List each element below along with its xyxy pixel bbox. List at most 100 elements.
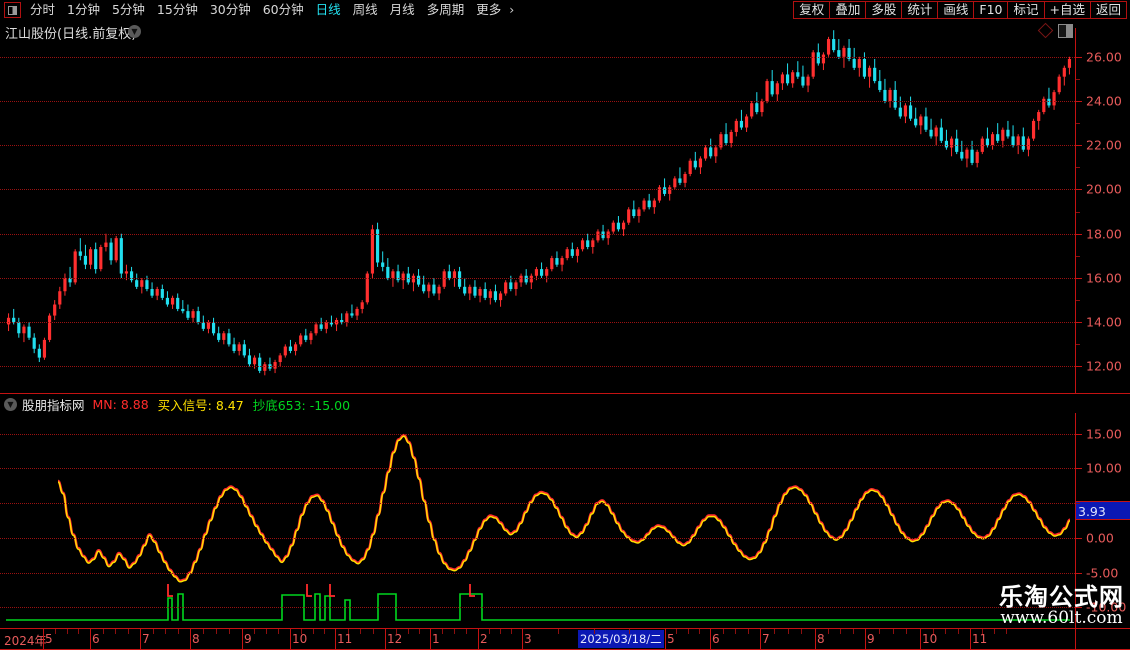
date-axis-month-label: 10 — [292, 632, 308, 646]
date-axis-month-label: 1 — [432, 632, 440, 646]
date-axis-minor-tick — [957, 629, 959, 634]
current-value-badge: 3.93 — [1076, 501, 1130, 521]
panel-layout-icon[interactable] — [4, 2, 21, 18]
date-axis-minor-tick — [687, 629, 689, 634]
indicator-axis-tick — [1076, 572, 1082, 574]
toolbar-button-8[interactable]: 返回 — [1089, 1, 1127, 19]
indicator-gridline — [0, 607, 1075, 609]
date-axis-minor-tick — [347, 629, 349, 634]
price-axis-tick — [1076, 277, 1082, 279]
date-axis-month-label: 7 — [762, 632, 770, 646]
date-axis-minor-tick — [878, 629, 880, 634]
date-axis-minor-tick — [407, 629, 409, 634]
toolbar-spacer — [520, 0, 794, 20]
period-tab-1[interactable]: 1分钟 — [67, 2, 100, 17]
date-axis-minor-tick — [78, 629, 80, 634]
price-axis-minor-tick — [1076, 167, 1080, 169]
stock-title-row: 江山股份(日线.前复权) ▼ — [0, 20, 1130, 42]
date-axis-month-label: 5 — [667, 632, 675, 646]
date-axis-minor-tick — [722, 629, 724, 634]
more-periods-arrow-icon[interactable]: › — [509, 2, 515, 17]
date-axis-month-label: 3 — [524, 632, 532, 646]
chevron-down-icon[interactable]: ▼ — [128, 25, 141, 38]
date-axis-tick — [865, 629, 866, 649]
toolbar-button-0[interactable]: 复权 — [793, 1, 831, 19]
indicator-axis-label: -10.00 — [1086, 599, 1127, 615]
period-tab-9[interactable]: 多周期 — [426, 2, 465, 17]
price-gridline — [0, 322, 1075, 324]
date-axis-minor-tick — [735, 629, 736, 634]
indicator-axis-tick — [1076, 607, 1082, 609]
price-chart-panel[interactable] — [0, 28, 1075, 393]
period-tab-4[interactable]: 30分钟 — [209, 2, 251, 17]
date-axis-minor-tick — [102, 629, 104, 634]
date-axis-month-label: 8 — [192, 632, 200, 646]
indicator-value-bottom: 抄底653: -15.00 — [252, 397, 351, 413]
indicator-axis-label: -5.00 — [1086, 565, 1119, 581]
date-axis-tick — [385, 629, 386, 649]
indicator-axis-label: 0.00 — [1086, 530, 1114, 546]
indicator-gridline — [0, 503, 1075, 505]
toolbar-button-4[interactable]: 画线 — [937, 1, 975, 19]
price-axis-tick — [1076, 366, 1082, 368]
toolbar-button-5[interactable]: F10 — [973, 1, 1009, 19]
period-tab-8[interactable]: 月线 — [389, 2, 415, 17]
toolbar-button-7[interactable]: +自选 — [1043, 1, 1091, 19]
date-axis-minor-tick — [229, 629, 230, 634]
signal-marker — [167, 584, 173, 597]
price-axis-label: 12.00 — [1086, 358, 1122, 374]
date-axis-minor-tick — [852, 629, 854, 634]
period-tab-3[interactable]: 15分钟 — [156, 2, 198, 17]
price-axis-label: 26.00 — [1086, 49, 1122, 65]
date-axis-minor-tick — [165, 629, 166, 634]
date-axis-month-label: 5 — [45, 632, 53, 646]
date-axis-tick — [665, 629, 666, 649]
price-axis-minor-tick — [1076, 211, 1080, 213]
date-axis-minor-tick — [54, 629, 56, 634]
price-gridline — [0, 56, 1075, 58]
period-tab-6[interactable]: 日线 — [315, 2, 341, 17]
price-axis-minor-tick — [1076, 78, 1080, 80]
date-axis-minor-tick — [801, 629, 803, 634]
date-axis-month-label: 9 — [244, 632, 252, 646]
date-axis-tick — [760, 629, 761, 649]
toolbar-button-1[interactable]: 叠加 — [829, 1, 867, 19]
signal-step-line — [6, 593, 1070, 621]
date-axis-month-label: 11 — [972, 632, 988, 646]
price-axis-minor-tick — [1076, 255, 1080, 257]
toolbar-button-6[interactable]: 标记 — [1007, 1, 1045, 19]
date-axis-minor-tick — [454, 629, 455, 634]
selected-date-badge: 2025/03/18/二 — [578, 630, 664, 648]
period-tab-0[interactable]: 分时 — [30, 2, 56, 17]
date-axis-minor-tick — [442, 629, 443, 634]
indicator-line-mn — [57, 433, 1071, 583]
date-axis-minor-tick — [115, 629, 116, 634]
period-tab-2[interactable]: 5分钟 — [111, 2, 145, 17]
price-axis-tick — [1076, 189, 1082, 191]
period-tab-10[interactable]: 更多 — [476, 2, 502, 17]
date-axis-month-label: 12 — [387, 632, 403, 646]
period-tab-7[interactable]: 周线 — [352, 2, 378, 17]
indicator-axis-minor-tick — [1076, 503, 1080, 505]
price-axis-label: 14.00 — [1086, 314, 1122, 330]
date-axis-tick — [242, 629, 243, 649]
date-axis-minor-tick — [323, 629, 325, 634]
price-axis-minor-tick — [1076, 300, 1080, 302]
split-panel-icon[interactable] — [1058, 24, 1073, 38]
period-tab-5[interactable]: 60分钟 — [262, 2, 304, 17]
indicator-chart-panel[interactable] — [0, 413, 1075, 628]
toolbar-right-buttons: 复权 叠加 多股 统计 画线 F10 标记 +自选 返回 — [793, 0, 1130, 20]
price-axis-label: 22.00 — [1086, 137, 1122, 153]
price-axis-label: 18.00 — [1086, 226, 1122, 242]
toolbar-button-2[interactable]: 多股 — [865, 1, 903, 19]
indicator-axis-tick — [1076, 433, 1082, 435]
date-axis-month-label: 10 — [922, 632, 938, 646]
date-axis-tick — [190, 629, 191, 649]
signal-marker — [329, 584, 335, 597]
chevron-down-icon[interactable]: ▼ — [4, 397, 17, 411]
toolbar-button-3[interactable]: 统计 — [901, 1, 939, 19]
price-gridline — [0, 366, 1075, 368]
date-axis-minor-tick — [892, 629, 894, 634]
page-title: 江山股份(日线.前复权) — [5, 27, 137, 42]
date-axis-minor-tick — [1006, 629, 1007, 634]
